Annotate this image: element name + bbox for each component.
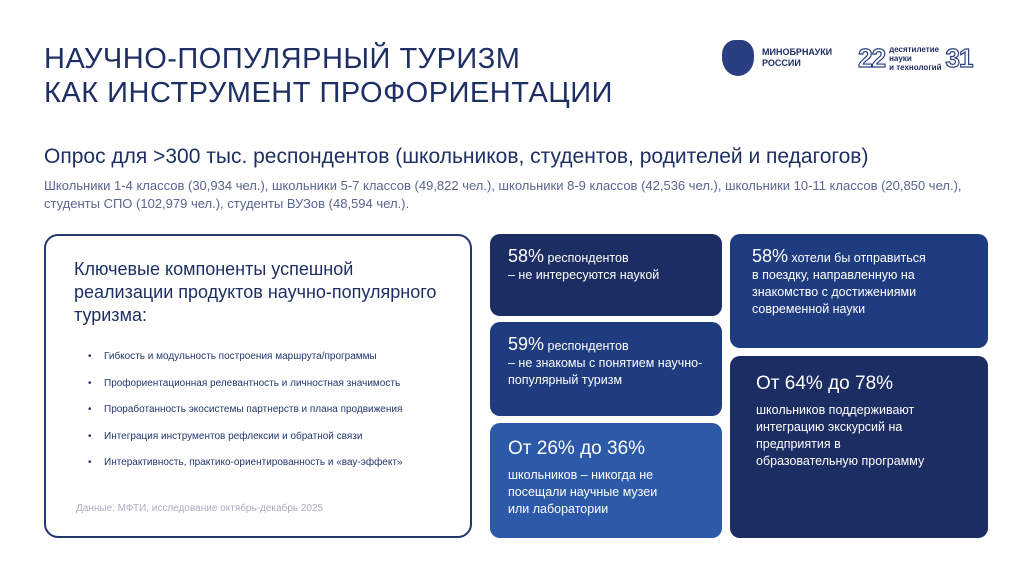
survey-heading: Опрос для >300 тыс. респондентов (школьн…: [44, 145, 869, 168]
stat-card: 58% хотели бы отправиться в поездку, напр…: [730, 234, 988, 348]
decade-logo: 22 десятилетие науки и технологий 31: [858, 42, 974, 73]
list-item: Интерактивность, практико-ориентированно…: [74, 457, 442, 468]
list-item: Интеграция инструментов рефлексии и обра…: [74, 431, 442, 442]
stat-card: 59% респондентов – не знакомы с понятием …: [490, 322, 722, 416]
ministry-logo: МИНОБРНАУКИ РОССИИ: [722, 40, 832, 76]
key-components-panel: Ключевые компоненты успешной реализации …: [44, 234, 472, 538]
logos: МИНОБРНАУКИ РОССИИ 22 десятилетие науки и…: [722, 40, 974, 76]
page-title: НАУЧНО-ПОПУЛЯРНЫЙ ТУРИЗМ КАК ИНСТРУМЕНТ …: [44, 43, 613, 109]
data-source: Данные: МФТИ, исследование октябрь-декаб…: [76, 503, 324, 514]
stat-card: От 64% до 78% школьников поддерживают инт…: [730, 356, 988, 538]
components-list: Гибкость и модульность построения маршру…: [74, 351, 442, 468]
list-item: Проработанность экосистемы партнерств и …: [74, 404, 442, 415]
stat-card: 58% респондентов – не интересуются наукой: [490, 234, 722, 316]
survey-details: Школьники 1-4 классов (30,934 чел.), шко…: [44, 178, 962, 211]
panel-heading: Ключевые компоненты успешной реализации …: [74, 259, 437, 325]
eagle-emblem-icon: [722, 40, 754, 76]
list-item: Гибкость и модульность построения маршру…: [74, 351, 442, 362]
stat-card: От 26% до 36% школьников – никогда не пос…: [490, 423, 722, 538]
list-item: Профориентационная релевантность и лично…: [74, 378, 442, 389]
